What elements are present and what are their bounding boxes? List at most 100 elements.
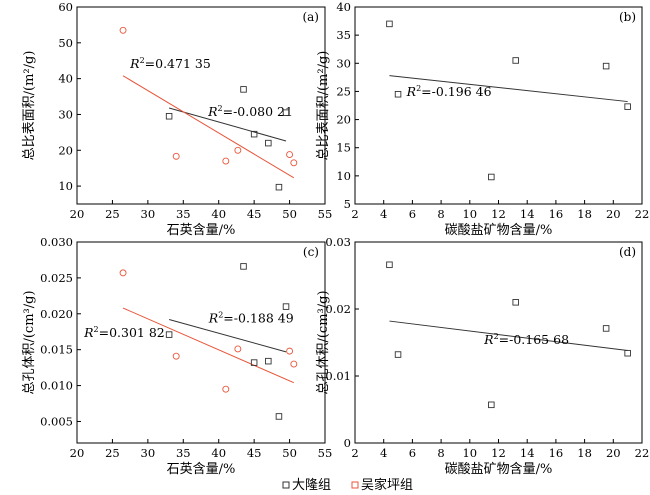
x-tick-label: 20 <box>606 446 621 460</box>
data-point-square <box>250 359 258 366</box>
data-point-square <box>624 349 631 357</box>
y-tick-label: 20 <box>336 113 351 127</box>
x-tick-label: 4 <box>380 446 387 460</box>
y-tick-label: 30 <box>58 107 73 121</box>
x-tick-label: 30 <box>141 207 156 221</box>
x-tick-label: 45 <box>247 446 262 460</box>
x-tick-label: 18 <box>577 207 592 221</box>
y-axis-label: 总孔体积/(cm³/g) <box>316 290 331 394</box>
data-point-square <box>250 130 258 138</box>
r-squared-label: R2=-0.188 49 <box>208 310 294 325</box>
y-tick-label: 50 <box>58 36 73 50</box>
x-tick-label: 12 <box>491 446 506 460</box>
chart-panel-2: 2 4 6 8 10 12 14 16 18 20 22 5 10 15 20 25 30 35 40 碳酸盐矿物含量… <box>316 0 649 238</box>
data-point-square <box>488 173 495 181</box>
x-tick-label: 22 <box>635 207 650 221</box>
y-tick-label: 0.03 <box>325 235 351 249</box>
data-point-circle <box>172 352 180 360</box>
data-point-circle <box>286 151 294 159</box>
plot-frame <box>76 241 326 444</box>
data-point-circle <box>286 347 294 355</box>
data-point-square <box>165 331 173 338</box>
x-tick-label: 20 <box>70 446 85 460</box>
y-tick-label: 40 <box>58 72 73 86</box>
y-tick-label: 35 <box>336 28 351 42</box>
data-point-square <box>386 20 393 28</box>
chart-panel-4: 2 4 6 8 10 12 14 16 18 20 22 0 0.01 0.02 0.03 碳酸盐矿物含量/%… <box>316 235 649 477</box>
data-point-square <box>240 86 247 93</box>
r-squared-label: R2=0.471 35 <box>129 56 211 71</box>
y-axis-label: 总比表面积/(m²/g) <box>316 51 331 161</box>
x-tick-label: 40 <box>211 446 226 460</box>
data-point-square <box>165 112 173 120</box>
x-tick-label: 50 <box>282 207 297 221</box>
y-tick-label: 10 <box>58 179 73 193</box>
legend-marker-dalong <box>282 481 290 489</box>
x-tick-label: 25 <box>105 207 120 221</box>
r-squared-label: R2=-0.080 21 <box>207 104 293 119</box>
x-axis-label: 碳酸盐矿物含量/% <box>445 222 553 238</box>
data-point-square <box>265 139 272 147</box>
data-point-square <box>282 109 290 116</box>
r-squared-label: R2=0.301 82 <box>83 325 165 340</box>
trend-line <box>389 75 628 103</box>
y-tick-label: 0.010 <box>40 379 73 393</box>
y-tick-label: 0.01 <box>325 369 351 383</box>
data-point-square <box>512 299 519 306</box>
y-tick-label: 15 <box>336 141 351 155</box>
x-tick-label: 25 <box>105 446 120 460</box>
y-tick-label: 25 <box>336 84 351 98</box>
data-point-circle <box>290 360 298 368</box>
x-tick-label: 16 <box>549 207 564 221</box>
plot-frame <box>354 6 643 205</box>
data-point-square <box>282 303 290 310</box>
data-point-square <box>602 62 610 70</box>
data-point-circle <box>119 26 127 34</box>
y-tick-label: 60 <box>58 0 73 14</box>
x-tick-label: 16 <box>549 446 564 460</box>
x-tick-label: 6 <box>409 207 416 221</box>
x-tick-label: 20 <box>70 207 85 221</box>
x-tick-label: 2 <box>351 207 358 221</box>
trend-line <box>389 320 628 352</box>
y-tick-label: 0.025 <box>40 271 73 285</box>
x-tick-label: 22 <box>635 446 650 460</box>
y-tick-label: 0.005 <box>40 414 73 428</box>
data-point-square <box>386 261 393 269</box>
data-point-square <box>512 57 519 64</box>
legend-marker-wujiaping <box>351 481 359 489</box>
panel-label: (a) <box>302 10 319 24</box>
y-axis-label: 总孔体积/(cm³/g) <box>22 290 37 394</box>
r-squared-label: R2=-0.165 68 <box>483 332 569 347</box>
data-point-circle <box>172 152 180 160</box>
data-point-circle <box>119 269 127 277</box>
x-axis-label: 碳酸盐矿物含量/% <box>445 461 553 477</box>
y-tick-label: 5 <box>344 197 351 211</box>
x-tick-label: 40 <box>211 207 226 221</box>
data-point-circle <box>234 146 242 154</box>
data-point-square <box>602 325 610 332</box>
plot-frame <box>76 6 326 205</box>
trend-line <box>122 307 295 384</box>
legend: 大隆组 吴家坪组 <box>282 477 413 493</box>
legend-label-wujiaping: 吴家坪组 <box>361 477 413 493</box>
x-tick-label: 18 <box>577 446 592 460</box>
x-tick-label: 10 <box>462 207 477 221</box>
y-tick-label: 0 <box>344 436 351 450</box>
trend-line <box>168 319 287 353</box>
data-point-square <box>394 90 402 98</box>
data-point-square <box>265 357 272 365</box>
data-point-circle <box>222 385 230 393</box>
x-tick-label: 14 <box>520 446 535 460</box>
y-tick-label: 40 <box>336 0 351 14</box>
x-tick-label: 12 <box>491 207 506 221</box>
x-tick-label: 55 <box>318 446 333 460</box>
x-tick-label: 35 <box>176 207 191 221</box>
y-tick-label: 0.015 <box>40 343 73 357</box>
x-tick-label: 55 <box>318 207 333 221</box>
x-tick-label: 8 <box>437 446 444 460</box>
r-squared-label: R2=-0.196 46 <box>406 84 492 99</box>
y-axis-label: 总比表面积/(m²/g) <box>22 51 37 161</box>
data-point-square <box>275 413 283 420</box>
